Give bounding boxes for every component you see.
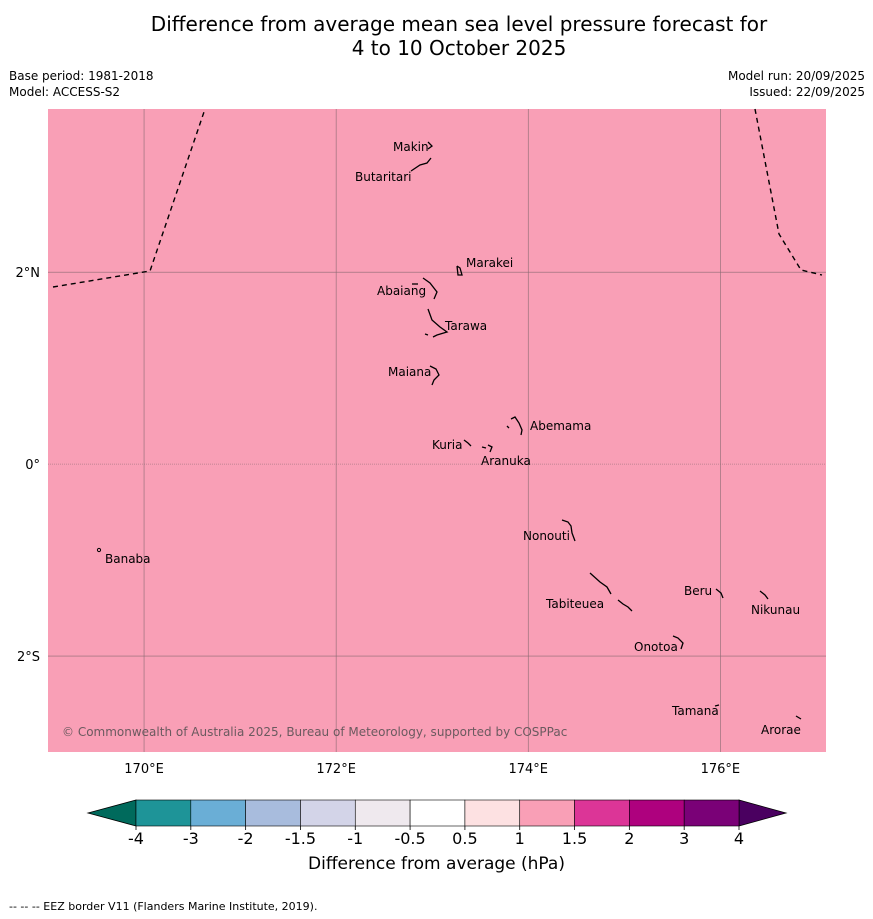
lat-tick-label: 0°	[25, 458, 40, 473]
chart-title: Difference from average mean sea level p…	[0, 12, 873, 60]
island-shape	[561, 519, 576, 542]
graticule	[48, 109, 826, 752]
colorbar-swatch	[409, 799, 466, 827]
metadata-right: Model run: 20/09/2025 Issued: 22/09/2025	[728, 68, 865, 100]
colorbar: -4 -3 -2 -1.5 -1 -0.5 0.5 1 1.5 2 3 4	[86, 799, 788, 848]
island-shape	[506, 425, 510, 429]
place-label-nikunau: Nikunau	[751, 603, 800, 617]
colorbar-tick-label: 1.5	[562, 829, 587, 848]
lon-tick-label: 174°E	[508, 762, 548, 777]
colorbar-swatch	[245, 799, 301, 827]
place-label-arorae: Arorae	[761, 723, 801, 737]
colorbar-tick-label: -2	[238, 829, 254, 848]
colorbar-swatch	[135, 799, 192, 827]
model-run: Model run: 20/09/2025	[727, 69, 865, 83]
island-shape	[424, 333, 429, 336]
place-label-tamana: Tamana	[671, 704, 719, 718]
place-label-marakei: Marakei	[466, 256, 513, 270]
model-name: Model: ACCESS-S2	[9, 85, 121, 99]
metadata-left: Base period: 1981-2018 Model: ACCESS-S2	[9, 68, 154, 100]
colorbar-swatch	[354, 799, 411, 827]
place-label-maiana: Maiana	[388, 365, 431, 379]
island-shape	[410, 157, 432, 172]
colorbar-over-arrow	[738, 799, 788, 827]
colorbar-title: Difference from average (hPa)	[308, 854, 565, 874]
colorbar-tick-label: -1.5	[285, 829, 316, 848]
colorbar-swatch	[300, 799, 356, 827]
island-outlines	[96, 141, 802, 720]
base-period: Base period: 1981-2018	[9, 69, 154, 83]
island-shape	[427, 308, 449, 338]
title-line-1: Difference from average mean sea level p…	[150, 12, 768, 36]
lat-tick-label: 2°S	[17, 650, 40, 665]
island-shape	[795, 715, 802, 720]
colorbar-tick-label: -3	[183, 829, 199, 848]
island-banaba	[96, 547, 102, 553]
place-label-beru: Beru	[684, 584, 712, 598]
colorbar-tick-label: 2	[624, 829, 634, 848]
place-label-onotoa: Onotoa	[634, 640, 678, 654]
place-label-tabiteuea: Tabiteuea	[545, 597, 604, 611]
place-label-abemama: Abemama	[530, 419, 591, 433]
colorbar-swatch	[464, 799, 521, 827]
island-shape	[429, 365, 440, 386]
island-shape	[714, 704, 720, 707]
eez-boundary-east	[754, 108, 823, 276]
colorbar-tick-label: -0.5	[394, 829, 425, 848]
place-labels: Makin Butaritari Marakei Abaiang Tarawa Maian…	[105, 140, 801, 737]
island-shape	[487, 444, 493, 453]
colorbar-tick-label: 3	[679, 829, 689, 848]
island-shape	[715, 588, 724, 599]
colorbar-tick-label: -4	[128, 829, 144, 848]
place-label-aranuka: Aranuka	[481, 454, 531, 468]
map-area	[48, 109, 826, 752]
island-shape	[481, 446, 487, 449]
island-shape	[427, 141, 433, 150]
colorbar-swatch	[683, 799, 740, 827]
colorbar-tick-label: -1	[347, 829, 363, 848]
place-label-banaba: Banaba	[105, 552, 151, 566]
island-shape	[672, 635, 684, 650]
place-label-makin: Makin	[393, 140, 429, 154]
island-shape	[456, 265, 463, 276]
place-label-kuria: Kuria	[432, 438, 463, 452]
colorbar-swatch	[190, 799, 246, 827]
lon-tick-label: 170°E	[124, 762, 164, 777]
copyright-text: © Commonwealth of Australia 2025, Bureau…	[62, 725, 567, 739]
island-shape	[759, 590, 769, 600]
colorbar-under-arrow	[86, 799, 137, 827]
colorbar-tick-label: 0.5	[452, 829, 477, 848]
place-label-nonouti: Nonouti	[523, 529, 570, 543]
lon-tick-label: 172°E	[316, 762, 356, 777]
island-shape	[422, 277, 438, 300]
colorbar-swatch	[574, 799, 630, 827]
lat-tick-label: 2°N	[16, 266, 41, 281]
island-shape	[463, 439, 472, 447]
title-line-2: 4 to 10 October 2025	[351, 36, 567, 60]
axis-tick-labels: 170°E 172°E 174°E 176°E 2°N 0° 2°S	[16, 266, 741, 777]
lon-tick-label: 176°E	[701, 762, 741, 777]
place-label-tarawa: Tarawa	[444, 319, 487, 333]
place-label-butaritari: Butaritari	[355, 170, 412, 184]
place-label-abaiang: Abaiang	[377, 284, 426, 298]
eez-border	[52, 108, 823, 288]
colorbar-tick-label: 4	[734, 829, 744, 848]
issued-date: Issued: 22/09/2025	[749, 85, 865, 99]
island-shape	[510, 416, 523, 436]
colorbar-swatch	[629, 799, 685, 827]
island-shape	[589, 572, 612, 595]
island-shape	[617, 599, 633, 612]
colorbar-swatch	[519, 799, 575, 827]
colorbar-tick-label: 1	[515, 829, 525, 848]
footnote: -- -- -- EEZ border V11 (Flanders Marine…	[9, 900, 318, 913]
